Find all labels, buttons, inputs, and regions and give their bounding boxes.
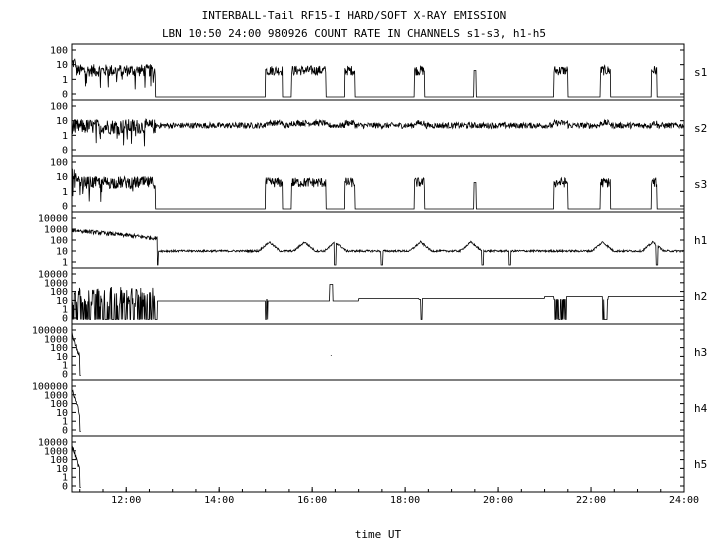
ytick-h5-1: 1000 (44, 446, 68, 457)
series-line-s2 (71, 118, 685, 147)
ytick-s1-2: 1 (62, 75, 68, 86)
ytick-h1-4: 1 (62, 258, 68, 269)
ytick-s3-3: 0 (62, 202, 68, 213)
panel-frame-s1 (71, 43, 685, 101)
chart-title: INTERBALL-Tail RF15-I HARD/SOFT X-RAY EM… (202, 9, 507, 22)
ytick-s3-0: 100 (50, 158, 68, 169)
ytick-h5-3: 10 (56, 464, 68, 475)
ytick-h5-5: 0 (62, 482, 68, 493)
ytick-h3-0: 100000 (32, 326, 68, 337)
series-line-s1 (71, 58, 684, 98)
ytick-s2-1: 10 (56, 116, 68, 127)
ytick-h3-3: 10 (56, 352, 68, 363)
ytick-h2-0: 10000 (38, 270, 68, 281)
ytick-h2-4: 1 (62, 305, 68, 316)
ytick-h4-0: 100000 (32, 382, 68, 393)
ytick-s1-1: 10 (56, 60, 68, 71)
ytick-h5-4: 1 (62, 473, 68, 484)
ytick-h3-4: 1 (62, 361, 68, 372)
series-line-h3 (71, 331, 332, 376)
ytick-h2-5: 0 (62, 314, 68, 325)
series-line-h1 (71, 228, 684, 266)
panel-label-h5: h5 (694, 458, 707, 471)
series-line-h2 (71, 284, 684, 320)
panel-label-s3: s3 (694, 178, 707, 191)
ytick-h1-3: 10 (56, 247, 68, 258)
ytick-h4-2: 100 (50, 399, 68, 410)
series-line-h5 (71, 445, 81, 488)
panel-frame-h5 (71, 435, 685, 493)
xtick-label-4: 20:00 (483, 495, 513, 506)
ytick-h5-0: 10000 (38, 438, 68, 449)
ytick-h2-2: 100 (50, 287, 68, 298)
panel-label-h4: h4 (694, 402, 708, 415)
ytick-h1-0: 10000 (38, 214, 68, 225)
ytick-h1-1: 1000 (44, 225, 68, 236)
panel-label-s1: s1 (694, 66, 707, 79)
panel-group: 1001010s11001010s21001010s31000010001001… (32, 43, 708, 493)
ytick-h2-1: 1000 (44, 278, 68, 289)
xtick-label-1: 14:00 (204, 495, 234, 506)
xtick-label-6: 24:00 (669, 495, 699, 506)
panel-label-s2: s2 (694, 122, 707, 135)
ytick-s3-2: 1 (62, 187, 68, 198)
series-line-s3 (71, 168, 684, 210)
ytick-h4-3: 10 (56, 408, 68, 419)
panel-label-h3: h3 (694, 346, 707, 359)
ytick-h3-5: 0 (62, 370, 68, 381)
ytick-s2-3: 0 (62, 146, 68, 157)
panel-frame-h1 (71, 211, 685, 269)
panel-label-h2: h2 (694, 290, 707, 303)
panel-frame-h3 (71, 323, 685, 381)
ytick-s2-2: 1 (62, 131, 68, 142)
xtick-label-2: 16:00 (297, 495, 327, 506)
xtick-label-3: 18:00 (390, 495, 420, 506)
ytick-s1-0: 100 (50, 46, 68, 57)
ytick-h3-1: 1000 (44, 334, 68, 345)
xtick-label-5: 22:00 (576, 495, 606, 506)
ytick-h5-2: 100 (50, 455, 68, 466)
ytick-h2-3: 10 (56, 296, 68, 307)
x-axis-label: time UT (355, 528, 402, 541)
panel-frame-s3 (71, 155, 685, 213)
series-line-h4 (71, 389, 81, 432)
panel-frame-h2 (71, 267, 685, 325)
ytick-h4-5: 0 (62, 426, 68, 437)
ytick-h3-2: 100 (50, 343, 68, 354)
ytick-h1-2: 100 (50, 236, 68, 247)
ytick-h4-1: 1000 (44, 390, 68, 401)
panel-frame-h4 (71, 379, 685, 437)
ytick-s2-0: 100 (50, 102, 68, 113)
chart-subtitle: LBN 10:50 24:00 980926 COUNT RATE IN CHA… (162, 27, 546, 40)
x-axis: 12:00 14:00 16:00 18:00 20:00 22:00 24:00 (79, 487, 699, 506)
ytick-h4-4: 1 (62, 417, 68, 428)
ytick-s3-1: 10 (56, 172, 68, 183)
panel-label-h1: h1 (694, 234, 707, 247)
ytick-s1-3: 0 (62, 90, 68, 101)
xtick-label-0: 12:00 (111, 495, 141, 506)
